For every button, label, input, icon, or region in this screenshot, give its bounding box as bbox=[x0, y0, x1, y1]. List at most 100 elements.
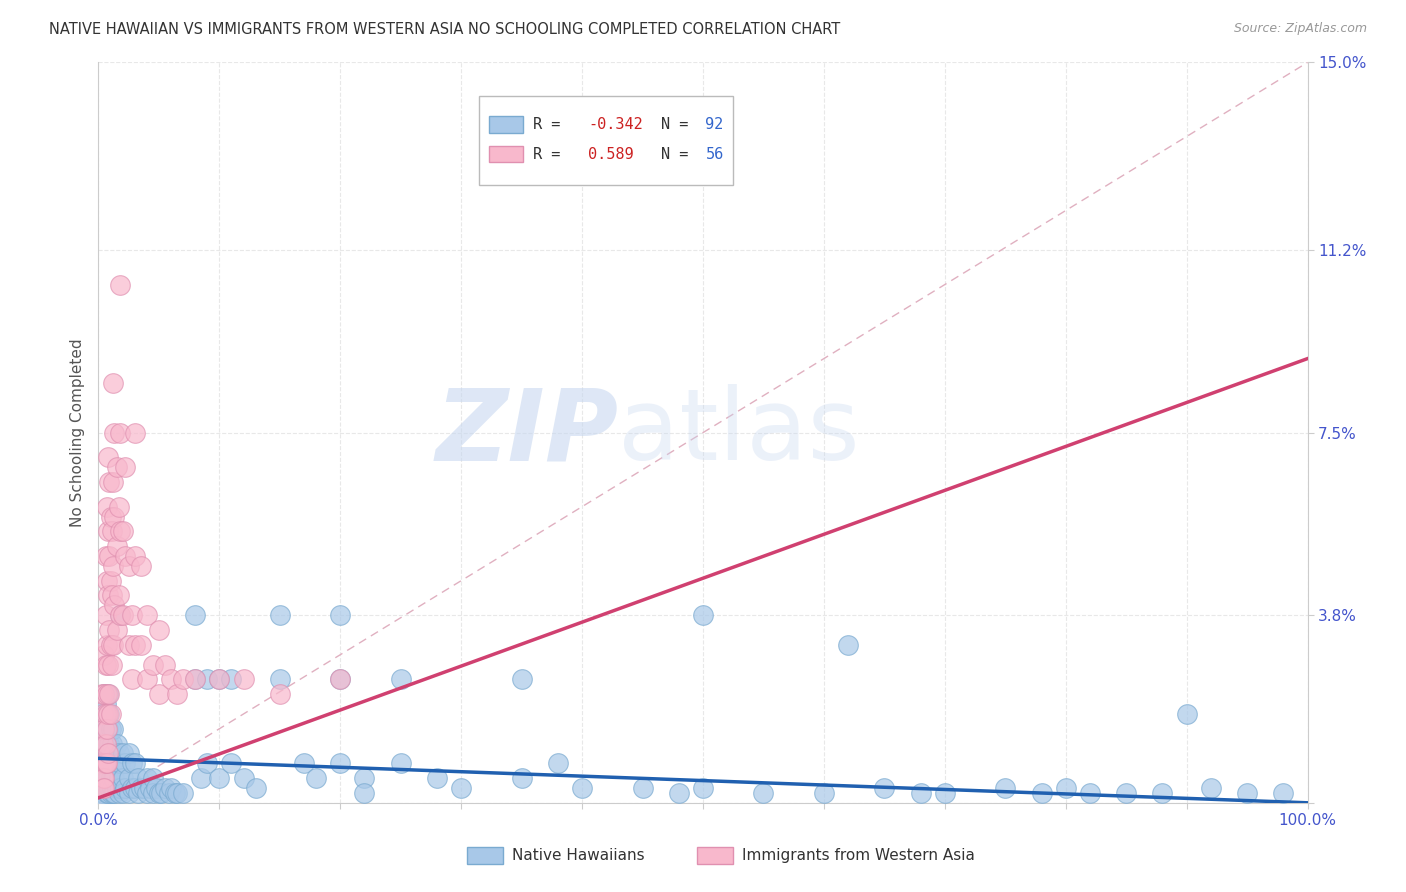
Point bbox=[94, 697, 117, 711]
Point bbox=[93, 771, 115, 785]
Point bbox=[142, 771, 165, 785]
Point bbox=[873, 780, 896, 795]
Point bbox=[100, 747, 122, 761]
Point bbox=[93, 722, 115, 736]
Text: atlas: atlas bbox=[619, 384, 860, 481]
Point bbox=[166, 687, 188, 701]
Point bbox=[100, 509, 122, 524]
Point bbox=[105, 539, 128, 553]
Point bbox=[195, 756, 218, 771]
Point bbox=[97, 524, 120, 539]
Point bbox=[105, 780, 128, 795]
Bar bbox=[489, 146, 523, 162]
Text: 56: 56 bbox=[706, 147, 724, 161]
Point bbox=[153, 657, 176, 672]
Point bbox=[97, 786, 120, 800]
Point bbox=[124, 756, 146, 771]
Point bbox=[93, 706, 115, 721]
Point bbox=[103, 771, 125, 785]
Point bbox=[118, 771, 141, 785]
Point bbox=[208, 673, 231, 687]
Point bbox=[100, 524, 122, 539]
Point bbox=[121, 780, 143, 795]
Point bbox=[111, 524, 134, 539]
Point bbox=[91, 766, 114, 780]
Point bbox=[1115, 786, 1137, 800]
Point bbox=[103, 509, 125, 524]
Point bbox=[93, 756, 115, 771]
Point bbox=[139, 780, 162, 795]
Point bbox=[93, 780, 115, 795]
Point bbox=[1175, 706, 1198, 721]
Point bbox=[142, 786, 165, 800]
Point bbox=[96, 786, 118, 800]
Point bbox=[101, 376, 124, 391]
Point bbox=[97, 771, 120, 785]
Point bbox=[98, 687, 121, 701]
Point bbox=[108, 771, 131, 785]
Point bbox=[1272, 786, 1295, 800]
Point bbox=[100, 722, 122, 736]
Text: NATIVE HAWAIIAN VS IMMIGRANTS FROM WESTERN ASIA NO SCHOOLING COMPLETED CORRELATI: NATIVE HAWAIIAN VS IMMIGRANTS FROM WESTE… bbox=[49, 22, 841, 37]
Point bbox=[232, 771, 254, 785]
Point bbox=[160, 780, 183, 795]
Point bbox=[172, 673, 194, 687]
Point bbox=[269, 687, 291, 701]
Point bbox=[101, 747, 124, 761]
Point bbox=[111, 747, 134, 761]
Point bbox=[93, 687, 115, 701]
Point bbox=[97, 687, 120, 701]
Point bbox=[426, 771, 449, 785]
Point bbox=[108, 608, 131, 623]
Point bbox=[94, 549, 117, 563]
Point bbox=[101, 722, 124, 736]
Point bbox=[94, 756, 117, 771]
Point bbox=[108, 608, 131, 623]
Point bbox=[121, 673, 143, 687]
Point bbox=[195, 673, 218, 687]
Point bbox=[124, 638, 146, 652]
Point bbox=[157, 786, 180, 800]
Point bbox=[269, 608, 291, 623]
Point bbox=[114, 756, 136, 771]
Point bbox=[91, 771, 114, 785]
Point bbox=[329, 756, 352, 771]
Point bbox=[91, 731, 114, 746]
Point bbox=[96, 737, 118, 751]
Text: Immigrants from Western Asia: Immigrants from Western Asia bbox=[742, 848, 974, 863]
Point bbox=[1078, 786, 1101, 800]
Point bbox=[98, 737, 121, 751]
Point bbox=[547, 756, 569, 771]
Point bbox=[124, 425, 146, 440]
Point bbox=[692, 780, 714, 795]
Point bbox=[752, 786, 775, 800]
Point bbox=[172, 786, 194, 800]
Point bbox=[94, 737, 117, 751]
Point bbox=[148, 786, 170, 800]
Point bbox=[692, 608, 714, 623]
Point bbox=[127, 771, 149, 785]
Point bbox=[124, 780, 146, 795]
Text: ZIP: ZIP bbox=[436, 384, 619, 481]
Point bbox=[329, 673, 352, 687]
Point bbox=[94, 737, 117, 751]
Point bbox=[101, 638, 124, 652]
Point bbox=[91, 780, 114, 795]
Point bbox=[329, 673, 352, 687]
Point bbox=[631, 780, 654, 795]
Point bbox=[292, 756, 315, 771]
Point bbox=[353, 786, 375, 800]
Point bbox=[129, 638, 152, 652]
Point bbox=[91, 756, 114, 771]
Point bbox=[100, 589, 122, 603]
Point bbox=[111, 608, 134, 623]
Point bbox=[148, 623, 170, 637]
Point bbox=[353, 771, 375, 785]
Point bbox=[114, 780, 136, 795]
Point bbox=[96, 500, 118, 514]
Point bbox=[145, 780, 167, 795]
Point bbox=[98, 549, 121, 563]
Point bbox=[510, 771, 533, 785]
Point bbox=[97, 589, 120, 603]
Point bbox=[91, 776, 114, 790]
